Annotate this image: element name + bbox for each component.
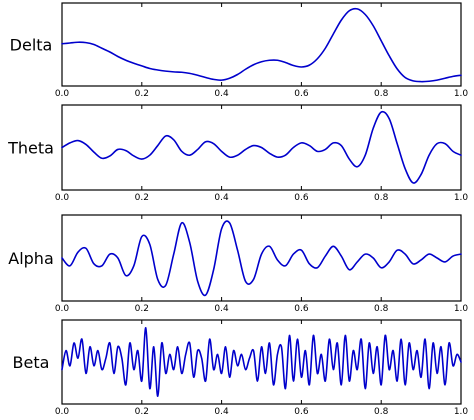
panel-alpha: Alpha 0.0 0.2 0.4 0.6 0.8 1.0 [8,214,469,314]
panel-beta: Beta 0.0 0.2 0.4 0.6 0.8 1.0 [13,319,469,417]
x-tick-label: 0.8 [374,407,389,417]
series-line-delta [61,7,462,83]
x-tick-label: 0.0 [55,304,70,314]
x-tick-label: 1.0 [454,304,469,314]
panel-label: Delta [10,36,53,55]
x-tick-label: 0.2 [135,407,149,417]
x-tick-label: 0.2 [135,304,149,314]
x-tick-label: 0.0 [55,407,70,417]
x-tick-label: 0.8 [374,193,389,203]
x-tick-label: 0.2 [135,89,149,99]
x-tick-label: 1.0 [454,193,469,203]
plot-frame [61,214,462,302]
x-tick-label: 1.0 [454,89,469,99]
x-tick-label: 1.0 [454,407,469,417]
x-tick-label: 0.4 [214,407,229,417]
panel-delta: Delta 0.0 0.2 0.4 0.6 0.8 1.0 [10,2,469,99]
x-tick-label: 0.6 [294,193,309,203]
x-tick-label: 0.6 [294,304,309,314]
x-tick-label: 0.4 [214,304,229,314]
plot-frame [61,2,462,87]
panel-label: Beta [13,353,50,372]
panel-label: Theta [7,139,54,158]
x-tick-label: 0.0 [55,193,70,203]
series-line-alpha [61,220,462,297]
series-line-theta [61,110,462,184]
x-tick-label: 0.6 [294,89,309,99]
x-tick-label: 0.4 [214,193,229,203]
x-tick-label: 0.8 [374,304,389,314]
panel-theta: Theta 0.0 0.2 0.4 0.6 0.8 1.0 [7,104,469,203]
x-tick-label: 0.4 [214,89,229,99]
series-line-beta [61,326,462,398]
x-tick-label: 0.6 [294,407,309,417]
x-tick-label: 0.8 [374,89,389,99]
panel-label: Alpha [8,249,54,268]
x-tick-label: 0.0 [55,89,70,99]
x-tick-label: 0.2 [135,193,149,203]
